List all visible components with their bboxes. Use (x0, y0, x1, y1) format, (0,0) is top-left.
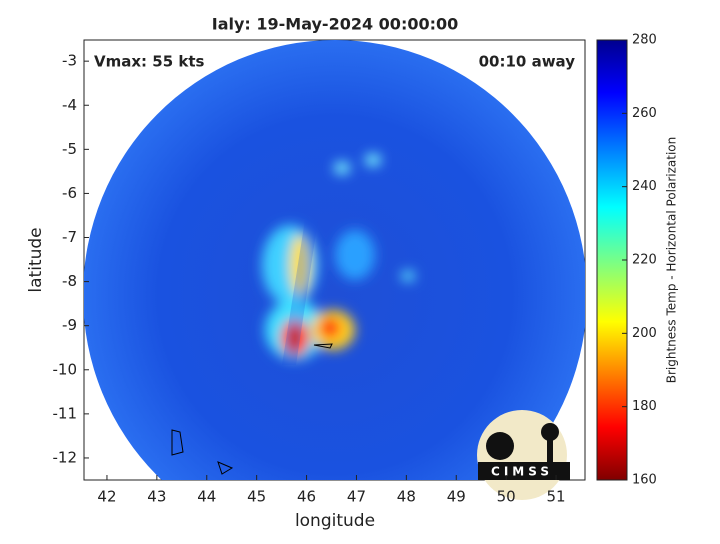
x-tick-label: 43 (147, 488, 166, 506)
x-tick-label: 46 (297, 488, 316, 506)
x-tick-label: 42 (97, 488, 116, 506)
x-tick-label: 47 (347, 488, 366, 506)
colorbar-tick-label: 260 (632, 106, 657, 121)
logo-text: CIMSS (491, 465, 553, 479)
annotation: 00:10 away (479, 53, 576, 71)
x-tick-label: 45 (247, 488, 266, 506)
colorbar-tick-label: 280 (632, 33, 657, 48)
x-tick-label: 51 (547, 488, 566, 506)
y-tick-label: -10 (53, 360, 78, 378)
x-axis-label: longitude (295, 511, 375, 531)
y-tick-label: -6 (62, 184, 77, 202)
y-tick-label: -7 (62, 228, 77, 246)
y-tick-label: -4 (62, 96, 77, 114)
chart-title: Ialy: 19-May-2024 00:00:00 (212, 15, 459, 34)
y-tick-label: -11 (53, 404, 78, 422)
colorbar-tick-label: 180 (632, 399, 657, 414)
y-axis-label: latitude (26, 227, 46, 292)
logo: CIMSS (477, 410, 570, 500)
y-tick-label: -3 (62, 52, 77, 70)
colorbar-tick-label: 220 (632, 253, 657, 268)
y-tick-label: -12 (53, 448, 78, 466)
x-tick-label: 50 (497, 488, 516, 506)
colorbar-label: Brightness Temp - Horizontal Polarizatio… (665, 137, 679, 384)
satellite-image (84, 40, 585, 480)
colorbar-tick-label: 200 (632, 326, 657, 341)
x-tick-label: 48 (397, 488, 416, 506)
x-tick-label: 44 (197, 488, 216, 506)
annotation: Vmax: 55 kts (94, 53, 204, 71)
x-tick-label: 49 (447, 488, 466, 506)
colorbar-tick-label: 160 (632, 473, 657, 488)
y-tick-label: -9 (62, 316, 77, 334)
colorbar-tick-label: 240 (632, 179, 657, 194)
y-tick-label: -8 (62, 272, 77, 290)
y-tick-label: -5 (62, 140, 77, 158)
